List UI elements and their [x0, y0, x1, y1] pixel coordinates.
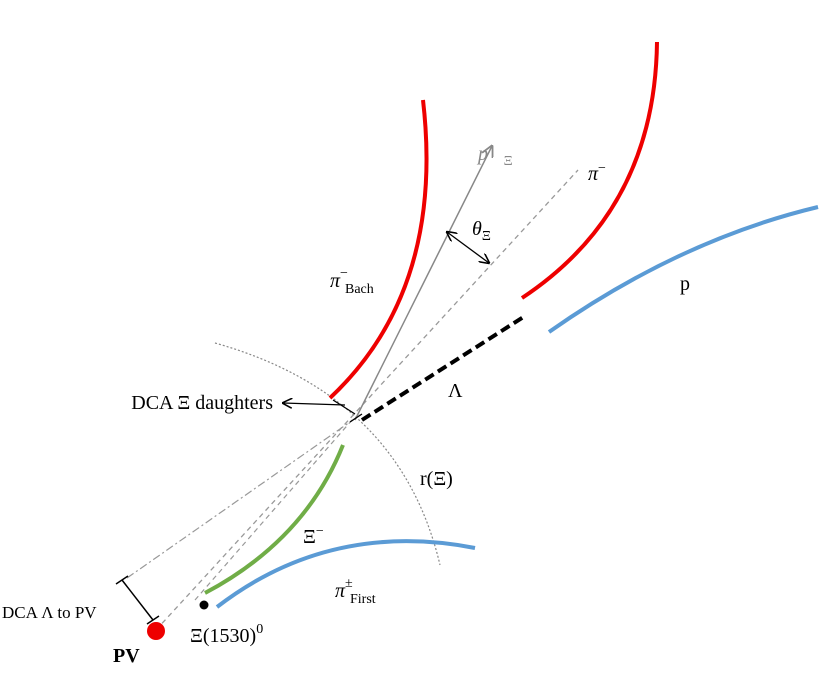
dca-tick	[332, 399, 356, 415]
label: PV	[113, 645, 140, 667]
angle-arrow	[447, 232, 489, 263]
label: p⃗Ξ	[476, 143, 513, 169]
momentum-arrow	[354, 146, 492, 421]
dca-bracket-end	[146, 615, 160, 625]
label: p	[680, 273, 690, 295]
dca-bracket	[121, 579, 154, 621]
primary-vertex	[147, 622, 165, 640]
label: Ξ(1530)0	[190, 622, 263, 647]
xi1530-point	[199, 600, 209, 610]
label: r(Ξ)	[420, 468, 453, 490]
pion-first-track	[215, 539, 476, 609]
label: θΞ	[472, 218, 491, 244]
dca-arrow	[283, 403, 346, 405]
label: π± First	[335, 576, 376, 607]
dca-bracket-end	[115, 575, 129, 585]
label: π− Bach	[330, 266, 374, 297]
xi-extrapolation	[194, 419, 353, 601]
lambda-path	[360, 314, 527, 422]
radius-arc	[214, 342, 441, 566]
pion-minus-track	[520, 41, 659, 300]
proton-track	[547, 205, 819, 334]
label: Ξ−	[303, 524, 324, 548]
lambda-extrapolation	[126, 414, 361, 579]
label: Λ	[448, 380, 463, 402]
label: DCA Ξ daughters	[131, 392, 273, 414]
pion-bach-track	[328, 99, 429, 400]
label: DCA Λ to PV	[2, 603, 97, 622]
label: π−	[588, 161, 606, 185]
xi-track	[204, 444, 345, 595]
dca-tick	[349, 413, 363, 423]
